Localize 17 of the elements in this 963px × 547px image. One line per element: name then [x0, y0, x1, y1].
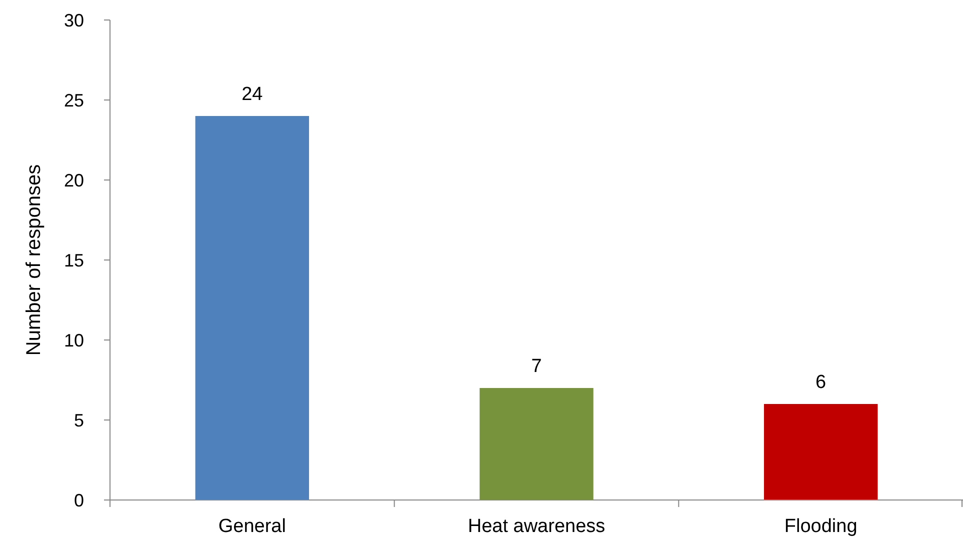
- bar: [195, 116, 310, 500]
- data-label: 24: [242, 84, 264, 105]
- bar: [764, 404, 878, 500]
- y-tick-label: 15: [64, 250, 84, 270]
- y-tick-label: 0: [74, 490, 84, 510]
- data-label: 7: [531, 356, 542, 377]
- data-label: 6: [816, 372, 826, 393]
- y-tick-label: 5: [74, 410, 84, 430]
- y-axis-title: Number of responses: [23, 164, 45, 356]
- y-tick-label: 10: [64, 330, 84, 350]
- x-tick-label: Flooding: [784, 516, 858, 537]
- x-tick-label: Heat awareness: [468, 516, 606, 537]
- bar: [480, 388, 594, 500]
- y-tick-label: 25: [64, 90, 84, 110]
- y-tick-label: 20: [64, 170, 84, 190]
- x-tick-label: General: [218, 516, 286, 537]
- y-tick-label: 30: [64, 10, 84, 30]
